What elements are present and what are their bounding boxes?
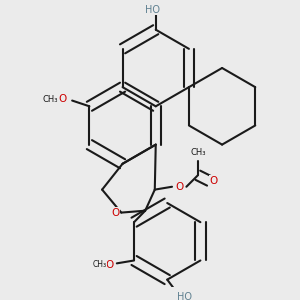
Text: O: O <box>106 260 114 270</box>
Text: CH₃: CH₃ <box>43 94 58 103</box>
Text: CH₃: CH₃ <box>92 260 106 269</box>
Text: O: O <box>58 94 66 104</box>
Text: HO: HO <box>146 4 160 15</box>
Text: O: O <box>210 176 218 186</box>
Text: HO: HO <box>177 292 192 300</box>
Text: CH₃: CH₃ <box>190 148 206 157</box>
Text: O: O <box>111 208 120 218</box>
Text: O: O <box>175 182 183 192</box>
